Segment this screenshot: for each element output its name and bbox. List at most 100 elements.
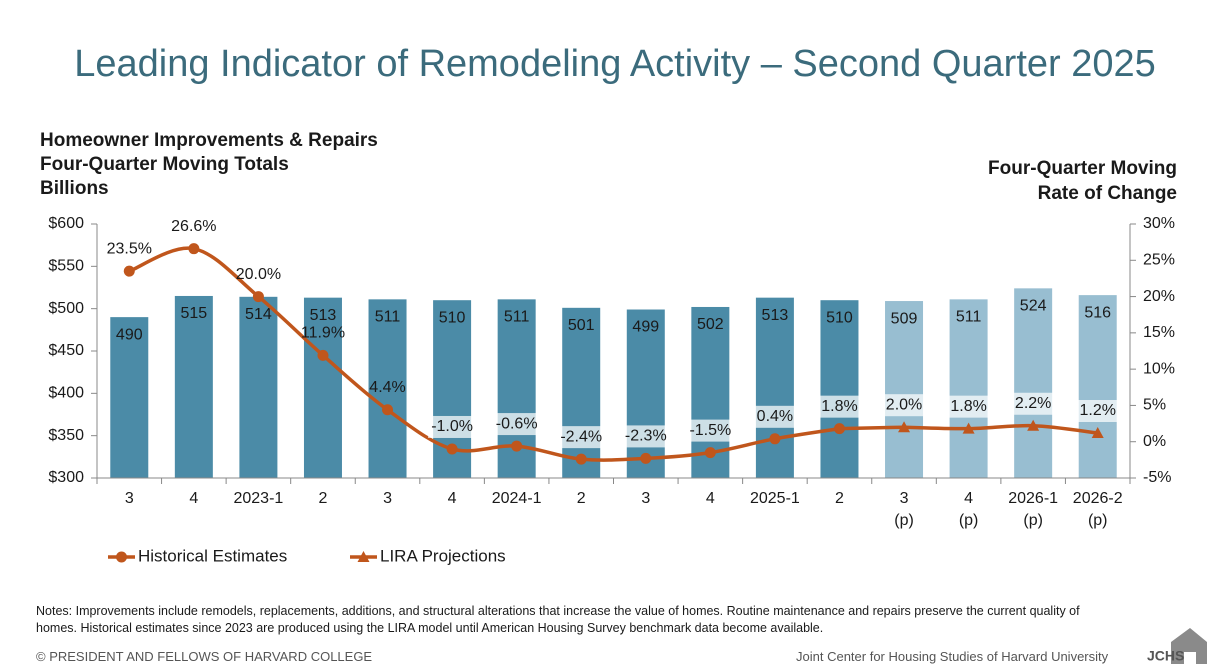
footer-left: © PRESIDENT AND FELLOWS OF HARVARD COLLE…	[36, 649, 373, 664]
y2-axis-title: Rate of Change	[1038, 183, 1177, 204]
logo-text: JCHS	[1147, 648, 1184, 664]
x-tick-label: 2024-1	[491, 490, 542, 507]
bar-value-label: 510	[826, 309, 853, 326]
y2-tick-label: 5%	[1143, 397, 1166, 414]
x-tick-label: 4	[705, 490, 715, 507]
bar-value-label: 501	[568, 317, 595, 334]
bar-value-label: 511	[956, 309, 982, 326]
line-connector	[839, 425, 905, 431]
bar-value-label: 513	[762, 307, 789, 324]
label-background	[880, 394, 929, 417]
y2-tick-label: 30%	[1143, 215, 1175, 232]
x-tick-label: 2026-2 (p)	[1072, 490, 1123, 529]
x-tick-label: 4	[189, 490, 199, 507]
line-marker	[446, 443, 458, 455]
bar	[820, 300, 859, 478]
x-tick-label: 3	[383, 490, 392, 507]
footer-right: Joint Center for Housing Studies of Harv…	[796, 649, 1109, 664]
y-tick-label: $600	[48, 215, 84, 232]
y2-tick-label: 10%	[1143, 360, 1175, 377]
line-value-label: 1.2%	[1079, 402, 1115, 419]
line-marker	[575, 453, 587, 465]
line-value-label: 11.9%	[301, 325, 345, 342]
label-background	[621, 425, 670, 448]
bar-value-label: 524	[1020, 298, 1047, 315]
legend-label: LIRA Projections	[380, 546, 506, 565]
label-background	[750, 405, 799, 428]
bar-value-label: 515	[180, 305, 207, 322]
line-value-label: -0.6%	[496, 415, 538, 432]
bar	[1078, 295, 1117, 478]
line-marker	[898, 421, 911, 433]
legend-marker	[116, 551, 127, 563]
y-axis-title: Billions	[40, 178, 109, 199]
bar	[1014, 288, 1053, 478]
bar	[368, 299, 407, 478]
line-value-label: 20.0%	[236, 266, 281, 283]
x-tick-label: 2	[576, 490, 586, 507]
line-value-label: 4.4%	[369, 379, 405, 396]
y-axis-title: Four-Quarter Moving Totals	[40, 154, 289, 175]
bar	[626, 309, 665, 478]
x-tick-label: 2023-1	[233, 490, 284, 507]
bar-value-label: 511	[504, 309, 530, 326]
label-background	[1073, 400, 1122, 423]
label-background	[428, 415, 477, 438]
line-value-label: -2.3%	[625, 428, 667, 445]
bar-value-label: 516	[1084, 304, 1111, 321]
bar-value-label: 510	[439, 309, 466, 326]
legend-marker	[357, 551, 370, 562]
line-value-label: -1.5%	[689, 422, 731, 439]
x-tick-label: 4 (p)	[958, 490, 979, 529]
bar-value-label: 490	[116, 326, 143, 343]
line-value-label: -2.4%	[560, 428, 602, 445]
line-value-label: 0.4%	[757, 408, 793, 425]
x-tick-label: 3	[641, 490, 651, 507]
x-tick-label: 3	[124, 490, 134, 507]
line-marker	[317, 349, 329, 361]
bar	[239, 296, 278, 478]
line-marker	[640, 452, 652, 464]
line-marker	[1027, 419, 1040, 431]
label-background	[815, 395, 864, 418]
line	[903, 423, 1098, 435]
line-marker	[188, 243, 200, 255]
bar-value-label: 511	[375, 309, 401, 326]
label-background	[1009, 392, 1058, 415]
bar	[755, 297, 794, 478]
line-marker	[1091, 427, 1104, 439]
line-marker	[962, 422, 975, 434]
y-tick-label: $550	[48, 258, 84, 275]
label-background	[557, 426, 606, 449]
x-tick-label: 3 (p)	[894, 490, 914, 529]
y-tick-label: $300	[48, 469, 84, 486]
y2-axis-title: Four-Quarter Moving	[988, 158, 1177, 179]
bar-value-label: 509	[891, 310, 918, 327]
y2-tick-label: 25%	[1143, 252, 1175, 269]
line-marker	[833, 423, 845, 435]
y-tick-label: $500	[48, 300, 84, 317]
chart-title: Leading Indicator of Remodeling Activity…	[74, 43, 1156, 85]
y2-tick-label: 20%	[1143, 288, 1175, 305]
label-background	[686, 419, 735, 442]
line-marker	[769, 433, 781, 445]
x-tick-label: 4	[447, 490, 457, 507]
line-marker	[123, 265, 135, 277]
bar-value-label: 514	[245, 306, 272, 323]
y2-tick-label: -5%	[1143, 469, 1171, 486]
bar	[949, 299, 988, 478]
bar-value-label: 499	[632, 319, 659, 336]
line-marker	[382, 404, 394, 416]
label-background	[492, 413, 541, 436]
line-value-label: 23.5%	[107, 240, 152, 257]
line-value-label: 2.2%	[1015, 395, 1051, 412]
y2-tick-label: 0%	[1143, 433, 1166, 450]
y2-tick-label: 15%	[1143, 324, 1175, 341]
y-axis-title: Homeowner Improvements & Repairs	[40, 130, 378, 151]
x-tick-label: 2026-1 (p)	[1008, 490, 1059, 529]
bar	[562, 307, 601, 478]
logo-house	[1171, 628, 1207, 664]
notes: Notes: Improvements include remodels, re…	[36, 604, 1080, 635]
